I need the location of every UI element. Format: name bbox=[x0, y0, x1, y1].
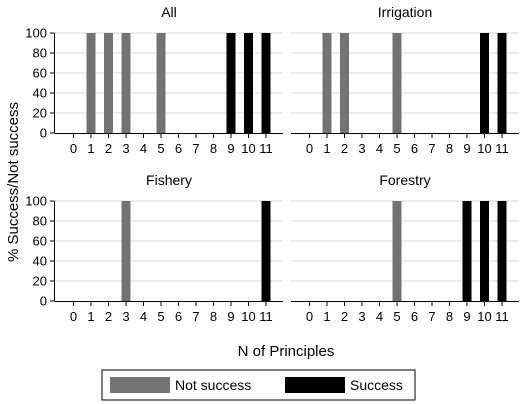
x-tick-label: 9 bbox=[463, 309, 470, 324]
x-tick-label: 10 bbox=[241, 309, 255, 324]
panel-forestry: Forestry 0 1 2 3 4 5 6 7 8 9 10 11 bbox=[291, 172, 519, 324]
x-tick-label: 1 bbox=[323, 309, 330, 324]
y-tick-label: 80 bbox=[33, 214, 47, 229]
y-tick-label: 80 bbox=[33, 46, 47, 61]
y-tick-label: 40 bbox=[33, 86, 47, 101]
bar-success-11 bbox=[261, 33, 271, 133]
bar-success-9 bbox=[226, 33, 236, 133]
x-tick-label: 3 bbox=[122, 309, 129, 324]
y-tick-label: 0 bbox=[40, 294, 47, 309]
x-tick-label: 6 bbox=[175, 309, 182, 324]
x-tick-label: 4 bbox=[140, 141, 147, 156]
bar-not-success-3 bbox=[121, 201, 131, 301]
x-tick-label: 2 bbox=[105, 141, 112, 156]
x-tick-label: 2 bbox=[341, 141, 348, 156]
x-tick-label: 6 bbox=[411, 141, 418, 156]
x-tick-label: 5 bbox=[157, 309, 164, 324]
x-tick-label: 10 bbox=[477, 141, 491, 156]
panel-title: All bbox=[161, 4, 177, 20]
x-tick-label: 8 bbox=[446, 141, 453, 156]
x-tick-label: 11 bbox=[495, 309, 509, 324]
bar-not-success-1 bbox=[86, 33, 96, 133]
bar-not-success-5 bbox=[392, 201, 402, 301]
x-tick-label: 11 bbox=[259, 141, 273, 156]
bar-not-success-1 bbox=[322, 33, 332, 133]
bar-success-10 bbox=[244, 33, 253, 133]
x-tick-label: 5 bbox=[393, 141, 400, 156]
x-tick-label: 10 bbox=[477, 309, 491, 324]
x-tick-label: 0 bbox=[306, 141, 313, 156]
x-tick-label: 4 bbox=[140, 309, 147, 324]
x-tick-label: 5 bbox=[393, 309, 400, 324]
bar-not-success-3 bbox=[121, 33, 131, 133]
legend-label: Not success bbox=[175, 377, 251, 393]
x-tick-label: 6 bbox=[411, 309, 418, 324]
x-tick-label: 9 bbox=[227, 141, 234, 156]
y-tick-label: 60 bbox=[33, 66, 47, 81]
bar-success-11 bbox=[261, 201, 271, 301]
panel-title: Irrigation bbox=[378, 4, 432, 20]
legend-swatch-success bbox=[285, 377, 345, 393]
y-tick-label: 100 bbox=[25, 26, 47, 41]
x-tick-label: 0 bbox=[70, 309, 77, 324]
x-tick-label: 6 bbox=[175, 141, 182, 156]
x-tick-label: 3 bbox=[122, 141, 129, 156]
x-tick-label: 10 bbox=[241, 141, 255, 156]
x-tick-label: 8 bbox=[210, 141, 217, 156]
x-tick-label: 2 bbox=[341, 309, 348, 324]
x-tick-label: 5 bbox=[157, 141, 164, 156]
panel-title: Fishery bbox=[146, 172, 192, 188]
x-tick-label: 3 bbox=[358, 141, 365, 156]
bar-success-10 bbox=[480, 201, 489, 301]
legend-label: Success bbox=[350, 377, 403, 393]
bar-success-10 bbox=[480, 33, 489, 133]
bar-not-success-5 bbox=[392, 33, 402, 133]
panel-title: Forestry bbox=[379, 172, 430, 188]
x-tick-label: 0 bbox=[70, 141, 77, 156]
x-tick-label: 3 bbox=[358, 309, 365, 324]
x-tick-label: 7 bbox=[428, 309, 435, 324]
x-tick-label: 1 bbox=[87, 309, 94, 324]
bar-success-9 bbox=[462, 201, 472, 301]
x-tick-label: 9 bbox=[463, 141, 470, 156]
legend: Not success Success bbox=[101, 369, 416, 401]
x-tick-label: 7 bbox=[192, 309, 199, 324]
x-tick-label: 4 bbox=[376, 141, 383, 156]
y-tick-label: 20 bbox=[33, 106, 47, 121]
bar-not-success-2 bbox=[104, 33, 113, 133]
x-tick-label: 0 bbox=[306, 309, 313, 324]
y-tick-label: 0 bbox=[40, 126, 47, 141]
y-axis-title: % Success/Not success bbox=[5, 102, 22, 262]
x-axis-title: N of Principles bbox=[238, 343, 335, 360]
bar-not-success-5 bbox=[156, 33, 166, 133]
bar-success-11 bbox=[497, 201, 507, 301]
x-tick-label: 7 bbox=[428, 141, 435, 156]
x-tick-label: 8 bbox=[210, 309, 217, 324]
y-tick-label: 60 bbox=[33, 234, 47, 249]
bar-not-success-2 bbox=[340, 33, 349, 133]
x-tick-label: 9 bbox=[227, 309, 234, 324]
y-tick-label: 20 bbox=[33, 274, 47, 289]
legend-swatch-not-success bbox=[110, 377, 170, 393]
panel-irrigation: Irrigation 0 1 2 3 4 5 6 7 8 9 10 11 bbox=[291, 4, 519, 156]
y-tick-label: 40 bbox=[33, 254, 47, 269]
x-tick-label: 1 bbox=[87, 141, 94, 156]
x-tick-label: 8 bbox=[446, 309, 453, 324]
x-tick-label: 11 bbox=[495, 141, 509, 156]
bar-success-11 bbox=[497, 33, 507, 133]
x-tick-label: 4 bbox=[376, 309, 383, 324]
x-tick-label: 2 bbox=[105, 309, 112, 324]
x-tick-label: 11 bbox=[259, 309, 273, 324]
x-tick-label: 7 bbox=[192, 141, 199, 156]
y-tick-label: 100 bbox=[25, 194, 47, 209]
x-tick-label: 1 bbox=[323, 141, 330, 156]
